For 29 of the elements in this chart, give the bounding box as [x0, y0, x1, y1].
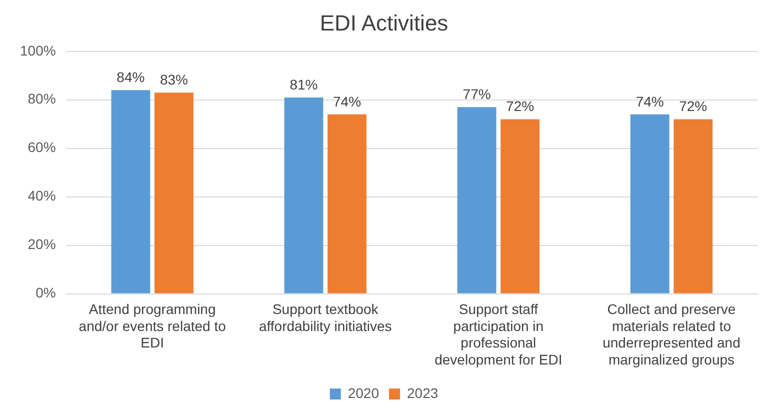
data-label: 83% — [160, 71, 188, 88]
x-tick-label: Collect and preserve materials related to underrepresented and marginalized groups — [602, 301, 740, 368]
x-tick-label: Support staff participation in professional development for EDI — [434, 301, 562, 368]
bar — [328, 114, 366, 294]
y-tick-label: 20% — [28, 236, 56, 252]
x-tick-label: Support textbook affordability initiatives — [258, 301, 392, 334]
bar — [674, 119, 713, 294]
data-label: 81% — [290, 76, 318, 92]
legend-label: 2020 — [348, 384, 380, 401]
x-tick-label: Attend programming and/or events related to EDI — [78, 301, 226, 351]
data-label: 84% — [116, 69, 145, 86]
bar — [630, 114, 670, 294]
y-tick-label: 40% — [28, 188, 56, 204]
data-label: 77% — [462, 86, 491, 102]
y-tick-label: 0% — [36, 284, 56, 301]
legend-label: 2023 — [407, 384, 438, 401]
bar — [284, 97, 324, 294]
bar — [500, 119, 540, 294]
bar — [457, 107, 496, 294]
data-label: 72% — [679, 98, 708, 114]
y-tick-label: 80% — [28, 90, 56, 107]
y-tick-label: 60% — [28, 139, 56, 156]
bar — [111, 90, 150, 294]
y-tick-label: 100% — [20, 42, 56, 58]
bar — [154, 92, 194, 294]
chart-title: EDI Activities — [320, 10, 448, 36]
data-label: 72% — [506, 98, 534, 114]
data-label: 74% — [332, 93, 362, 110]
data-label: 74% — [636, 93, 664, 110]
